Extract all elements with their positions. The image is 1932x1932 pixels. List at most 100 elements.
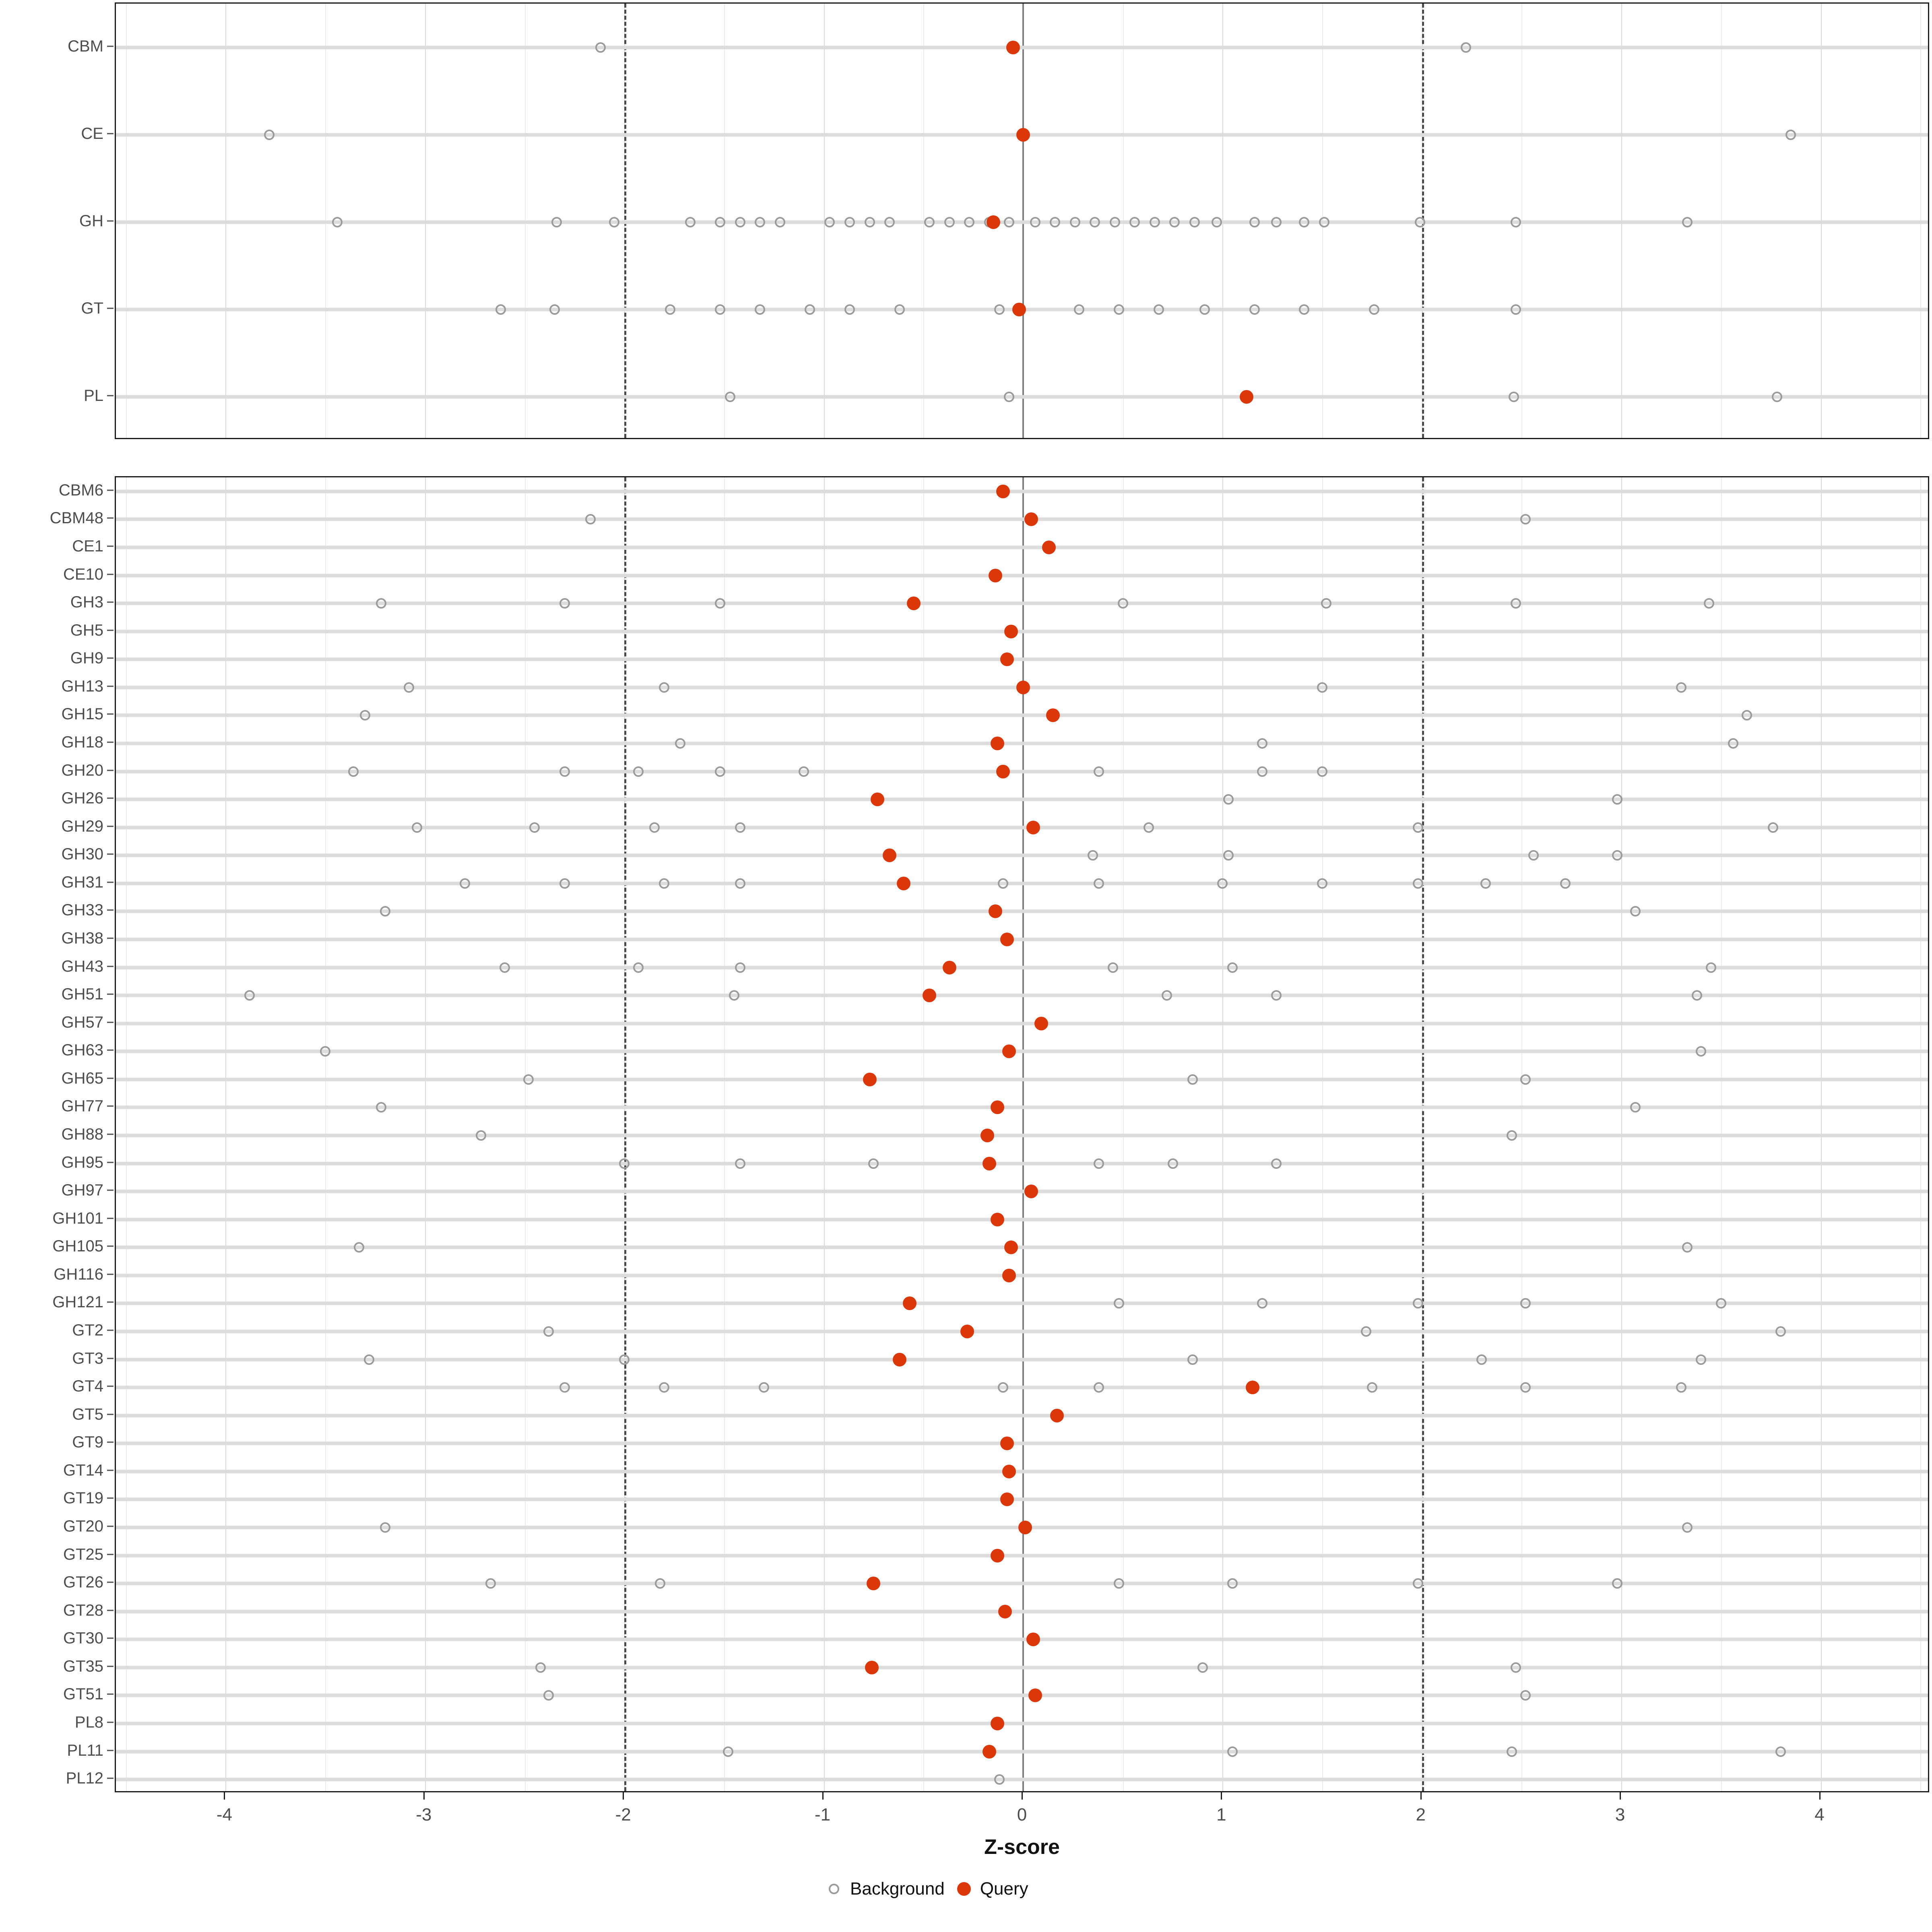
query-point[interactable]	[988, 904, 1002, 919]
background-point[interactable]	[500, 962, 510, 973]
background-point[interactable]	[559, 598, 570, 609]
background-point[interactable]	[1317, 878, 1328, 889]
background-point[interactable]	[1249, 217, 1260, 227]
background-point[interactable]	[1520, 1382, 1531, 1393]
background-point[interactable]	[659, 878, 670, 889]
background-point[interactable]	[1113, 1298, 1124, 1309]
background-point[interactable]	[1271, 217, 1282, 227]
query-point[interactable]	[1026, 1633, 1040, 1647]
background-point[interactable]	[559, 1382, 570, 1393]
background-point[interactable]	[804, 304, 815, 315]
background-point[interactable]	[1476, 1354, 1487, 1365]
background-point[interactable]	[1520, 1298, 1531, 1309]
background-point[interactable]	[1090, 217, 1100, 227]
background-point[interactable]	[864, 217, 875, 227]
query-point[interactable]	[1034, 1016, 1048, 1030]
background-point[interactable]	[1508, 391, 1519, 402]
background-point[interactable]	[1412, 1578, 1423, 1589]
background-point[interactable]	[1227, 962, 1238, 973]
background-point[interactable]	[994, 304, 1005, 315]
background-point[interactable]	[1144, 822, 1154, 833]
background-point[interactable]	[1257, 1298, 1268, 1309]
background-point[interactable]	[633, 962, 644, 973]
background-point[interactable]	[1129, 217, 1140, 227]
background-point[interactable]	[412, 822, 423, 833]
query-point[interactable]	[863, 1072, 877, 1086]
query-point[interactable]	[1018, 1521, 1032, 1535]
background-point[interactable]	[380, 1522, 390, 1533]
background-point[interactable]	[1480, 878, 1491, 889]
query-point[interactable]	[1000, 652, 1014, 667]
background-point[interactable]	[1187, 1074, 1198, 1085]
query-point[interactable]	[990, 1212, 1004, 1226]
background-point[interactable]	[799, 766, 809, 777]
background-point[interactable]	[1271, 1158, 1282, 1169]
background-point[interactable]	[998, 1382, 1009, 1393]
query-point[interactable]	[867, 1577, 881, 1591]
query-point[interactable]	[988, 568, 1002, 582]
background-point[interactable]	[824, 217, 835, 227]
background-point[interactable]	[354, 1242, 365, 1253]
query-point[interactable]	[1000, 1437, 1014, 1451]
query-point[interactable]	[990, 1717, 1004, 1731]
background-point[interactable]	[619, 1354, 630, 1365]
background-point[interactable]	[1785, 129, 1796, 140]
background-point[interactable]	[320, 1046, 331, 1057]
background-point[interactable]	[1728, 738, 1738, 749]
query-point[interactable]	[1016, 128, 1030, 142]
background-point[interactable]	[655, 1578, 666, 1589]
background-point[interactable]	[1107, 962, 1118, 973]
background-point[interactable]	[1612, 850, 1623, 861]
query-point[interactable]	[896, 876, 910, 890]
background-point[interactable]	[1460, 42, 1471, 53]
background-point[interactable]	[759, 1382, 769, 1393]
query-point[interactable]	[990, 1548, 1004, 1563]
background-point[interactable]	[715, 217, 725, 227]
background-point[interactable]	[543, 1326, 554, 1337]
background-point[interactable]	[1004, 217, 1015, 227]
background-point[interactable]	[844, 217, 855, 227]
query-point[interactable]	[1239, 390, 1253, 404]
query-point[interactable]	[960, 1325, 974, 1339]
query-point[interactable]	[990, 1100, 1004, 1115]
background-point[interactable]	[1520, 1690, 1531, 1701]
query-point[interactable]	[1002, 1268, 1016, 1282]
background-point[interactable]	[1696, 1354, 1707, 1365]
query-point[interactable]	[871, 793, 885, 807]
query-point[interactable]	[996, 484, 1010, 498]
background-point[interactable]	[735, 1158, 745, 1169]
background-point[interactable]	[1612, 794, 1623, 805]
query-point[interactable]	[1024, 512, 1038, 526]
background-point[interactable]	[1161, 990, 1172, 1001]
background-point[interactable]	[724, 391, 735, 402]
background-point[interactable]	[1223, 794, 1234, 805]
background-point[interactable]	[774, 217, 785, 227]
query-point[interactable]	[865, 1660, 879, 1674]
background-point[interactable]	[1775, 1326, 1786, 1337]
background-point[interactable]	[715, 598, 725, 609]
background-point[interactable]	[1094, 766, 1104, 777]
background-point[interactable]	[1676, 1382, 1686, 1393]
background-point[interactable]	[1167, 1158, 1178, 1169]
query-point[interactable]	[923, 989, 937, 1003]
background-point[interactable]	[1775, 1746, 1786, 1757]
background-point[interactable]	[715, 304, 725, 315]
query-point[interactable]	[906, 597, 921, 611]
background-point[interactable]	[1560, 878, 1571, 889]
background-point[interactable]	[1088, 850, 1098, 861]
query-point[interactable]	[980, 1129, 994, 1142]
query-point[interactable]	[998, 1604, 1012, 1618]
background-point[interactable]	[964, 217, 975, 227]
query-point[interactable]	[1000, 932, 1014, 946]
background-point[interactable]	[404, 682, 415, 693]
background-point[interactable]	[1706, 962, 1717, 973]
background-point[interactable]	[1366, 1382, 1377, 1393]
background-point[interactable]	[1197, 1662, 1208, 1673]
background-point[interactable]	[1094, 1158, 1104, 1169]
background-point[interactable]	[348, 766, 359, 777]
background-point[interactable]	[735, 878, 745, 889]
query-point[interactable]	[982, 1156, 996, 1170]
query-point[interactable]	[1016, 680, 1030, 694]
query-point[interactable]	[1012, 302, 1026, 316]
background-point[interactable]	[924, 217, 935, 227]
